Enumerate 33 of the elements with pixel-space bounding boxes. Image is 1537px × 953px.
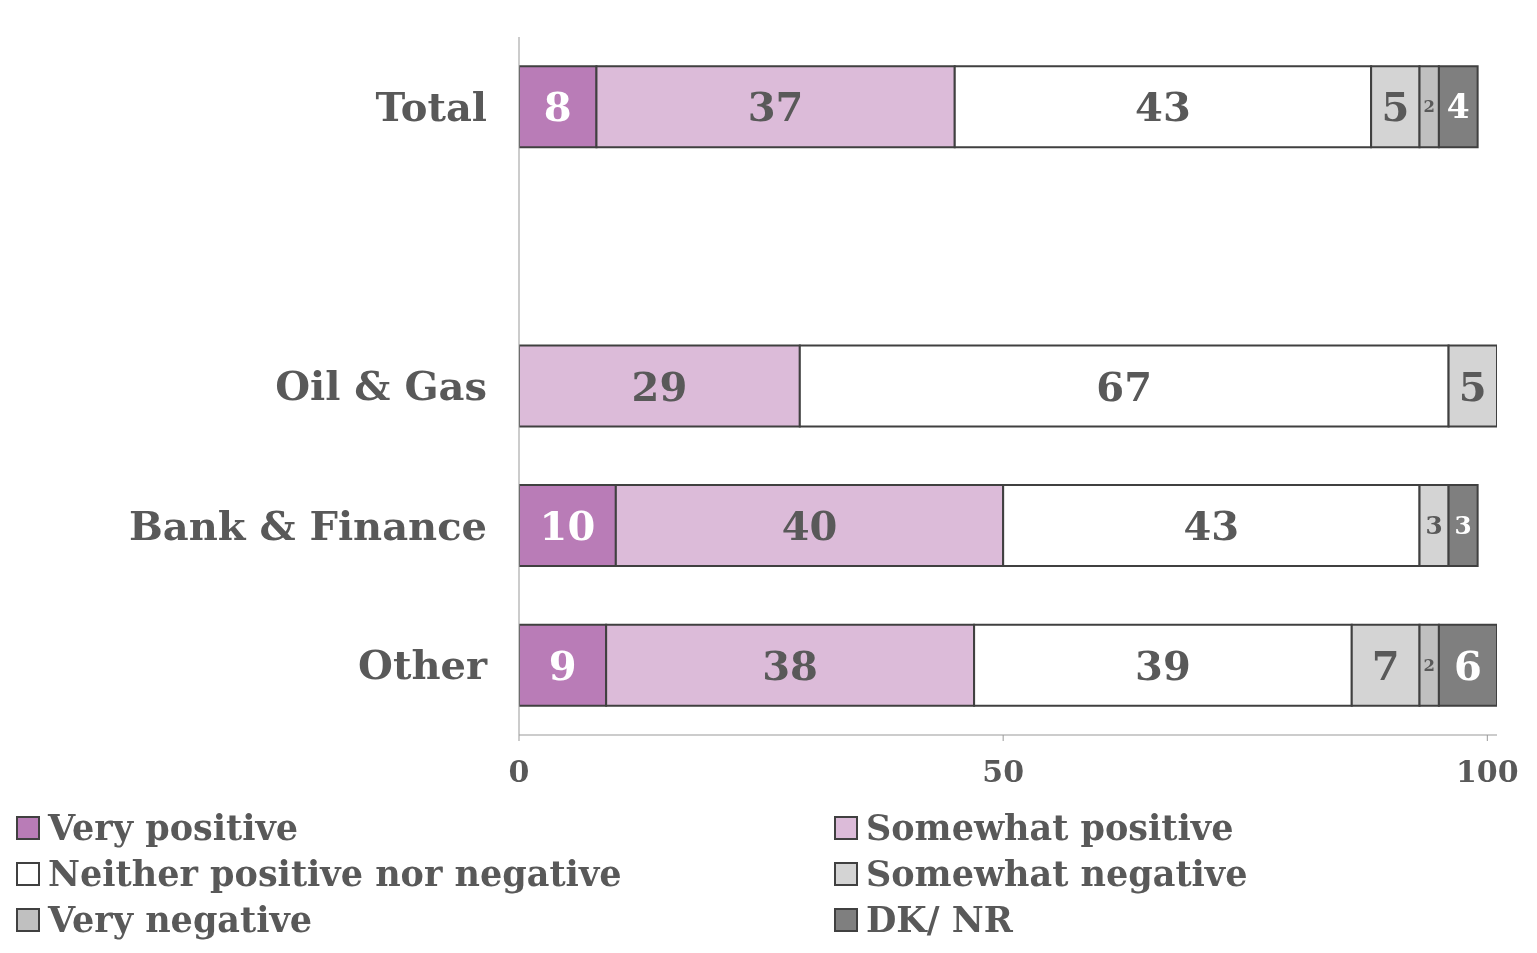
legend-label: Somewhat positive — [866, 806, 1234, 850]
data-label: 40 — [781, 502, 838, 550]
x-tick-label: 100 — [1456, 754, 1519, 790]
data-label: 3 — [1425, 511, 1443, 541]
data-label: 39 — [1135, 641, 1191, 689]
data-label: 4 — [1446, 87, 1470, 127]
legend-label: Very positive — [48, 806, 299, 850]
x-tick-label: 50 — [982, 754, 1025, 790]
legend-label: Neither positive nor negative — [48, 852, 622, 896]
data-label: 10 — [539, 502, 596, 550]
data-label: 7 — [1371, 641, 1400, 689]
data-label: 43 — [1183, 502, 1240, 550]
legend-label: Somewhat negative — [866, 852, 1248, 896]
data-label: 3 — [1454, 511, 1472, 541]
data-label: 2 — [1423, 655, 1435, 675]
y-tick-label: Bank & Finance — [129, 501, 487, 549]
y-tick-label: Total — [375, 83, 487, 130]
data-label: 2 — [1423, 97, 1435, 117]
data-label: 67 — [1096, 362, 1153, 410]
data-label: 38 — [762, 641, 818, 689]
data-label: 5 — [1381, 83, 1410, 131]
y-tick-label: Oil & Gas — [275, 362, 487, 410]
y-tick-label: Other — [358, 641, 488, 689]
data-label: 9 — [548, 641, 577, 689]
data-label: 5 — [1458, 362, 1487, 410]
data-label: 6 — [1454, 641, 1482, 689]
x-tick-label: 0 — [508, 754, 530, 790]
data-label: 43 — [1135, 83, 1191, 131]
legend-label: Very negative — [48, 898, 313, 942]
data-label: 8 — [543, 83, 572, 131]
legend-label: DK/ NR — [866, 898, 1013, 942]
data-label: 29 — [631, 362, 688, 410]
data-label: 37 — [747, 83, 804, 131]
